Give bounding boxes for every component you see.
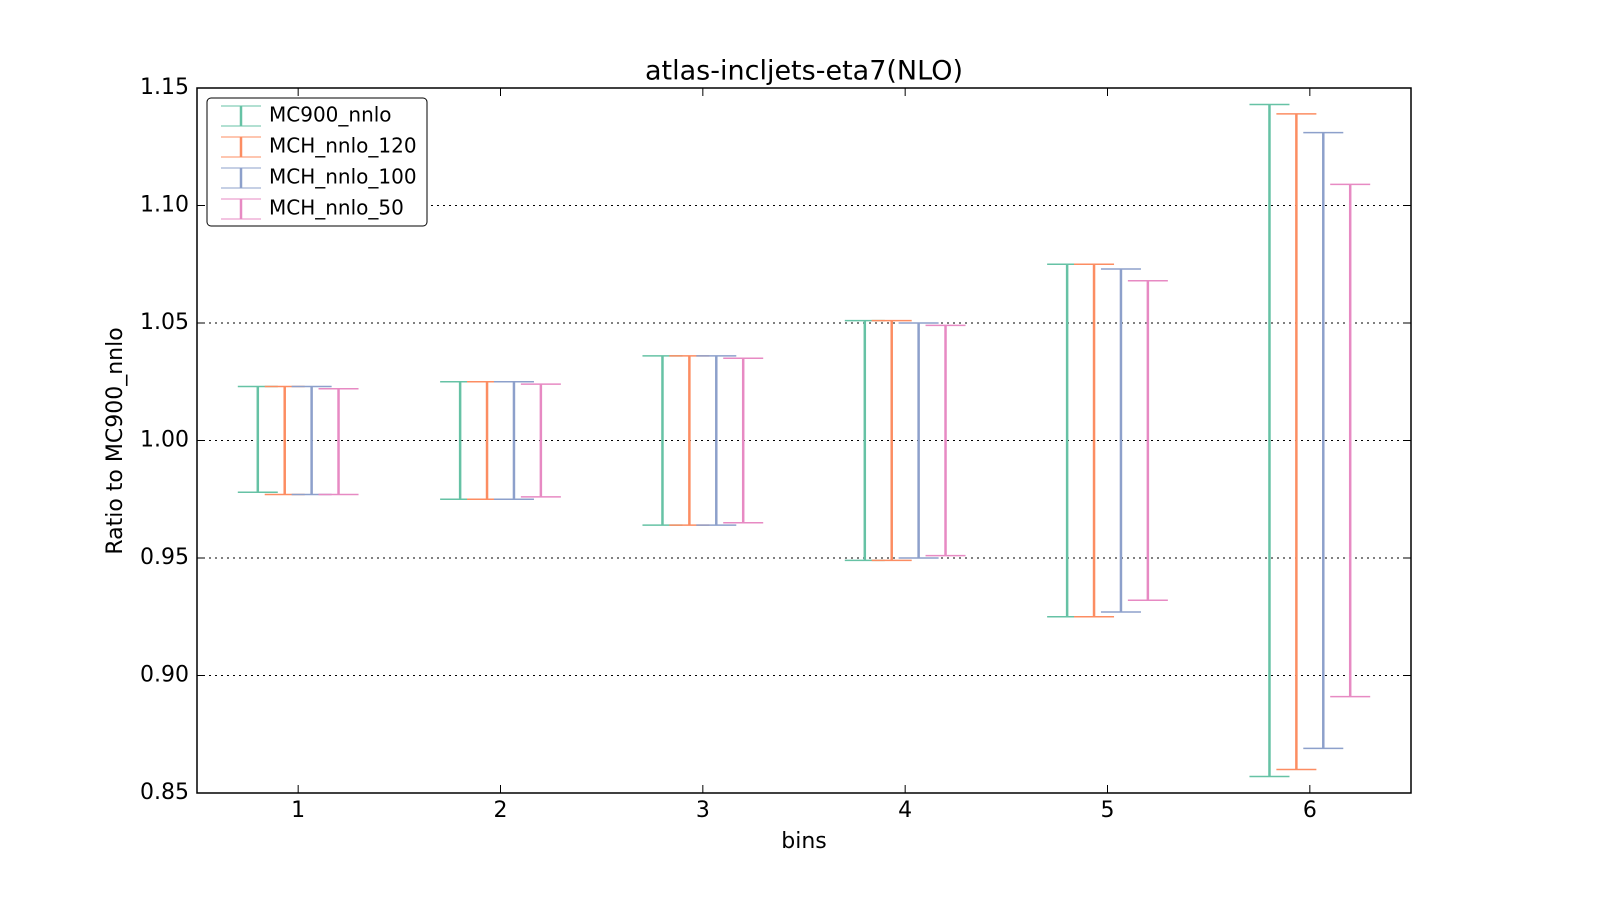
plot-frame: [196, 87, 1412, 794]
legend-label: MCH_nnlo_120: [269, 134, 417, 158]
chart-title: atlas-incljets-eta7(NLO): [645, 56, 963, 87]
legend-label: MCH_nnlo_50: [269, 196, 404, 220]
legend-box: [206, 97, 428, 227]
y-tick-label: 1.15: [140, 75, 189, 100]
y-tick-label: 0.85: [140, 780, 189, 805]
y-tick-label: 1.05: [140, 310, 189, 335]
x-tick-label: 5: [1101, 798, 1115, 823]
x-tick-label: 1: [291, 798, 305, 823]
x-tick-label: 6: [1303, 798, 1317, 823]
x-tick-label: 4: [898, 798, 912, 823]
y-tick-label: 1.10: [140, 193, 189, 218]
x-axis-label: bins: [781, 829, 826, 854]
x-tick-label: 2: [494, 798, 508, 823]
y-tick-label: 0.95: [140, 545, 189, 570]
y-tick-label: 1.00: [140, 428, 189, 453]
legend-label: MCH_nnlo_100: [269, 165, 417, 189]
y-axis-label: Ratio to MC900_nnlo: [103, 327, 128, 554]
legend-label: MC900_nnlo: [269, 103, 392, 127]
x-tick-label: 3: [696, 798, 710, 823]
y-tick-label: 0.90: [140, 663, 189, 688]
